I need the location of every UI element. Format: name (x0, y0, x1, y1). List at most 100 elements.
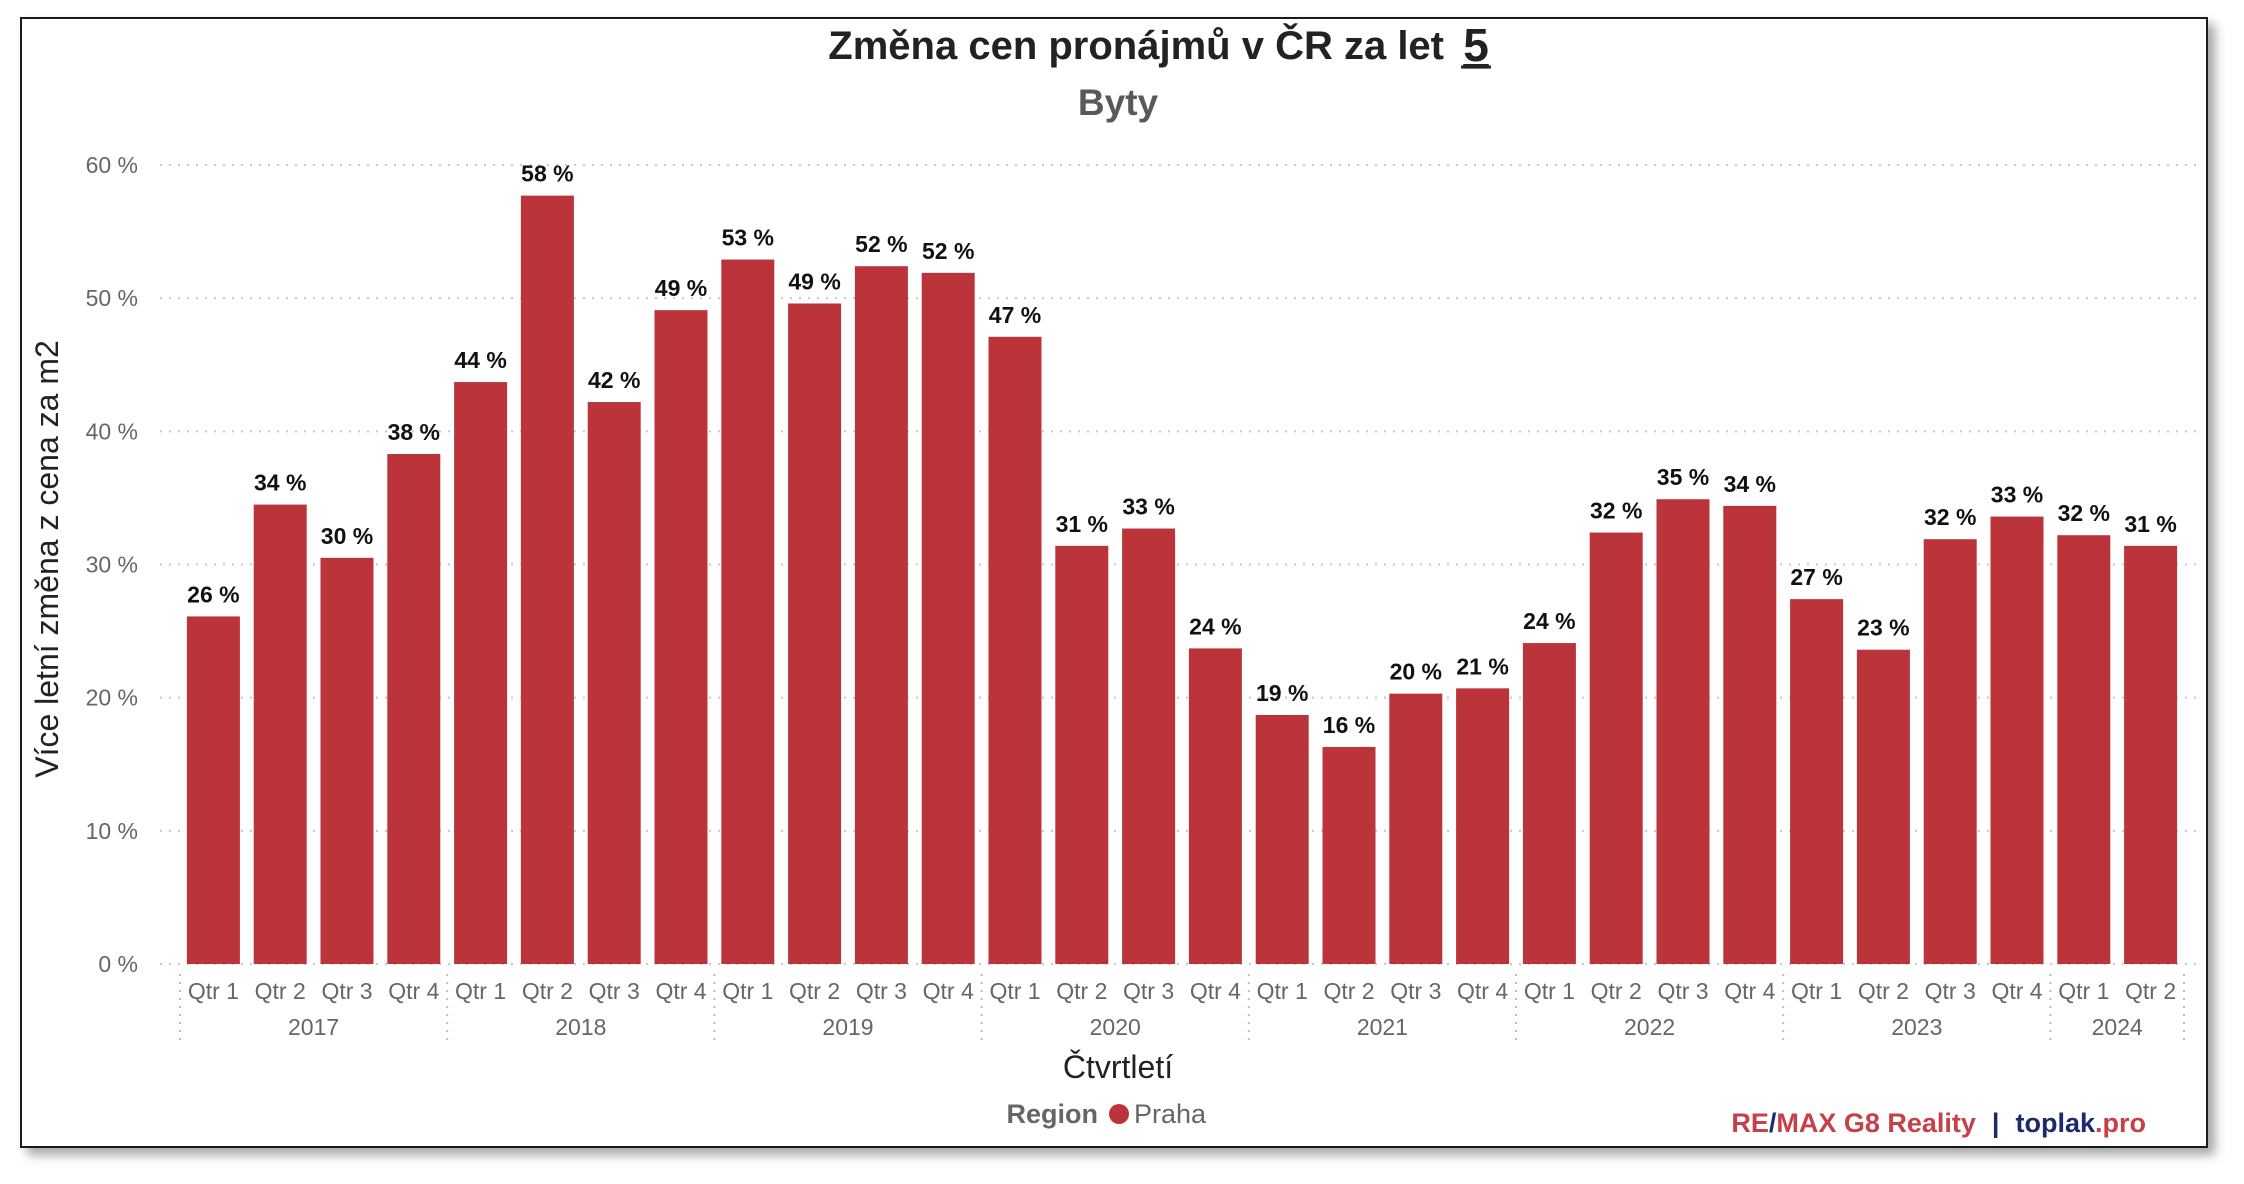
legend: Region Praha (1007, 1099, 1208, 1129)
x-tick-label: Qtr 4 (1991, 978, 2042, 1004)
x-tick-label: Qtr 1 (455, 978, 506, 1004)
legend-marker-praha (1109, 1104, 1129, 1124)
x-tick-label: Qtr 2 (789, 978, 840, 1004)
bar (854, 266, 908, 964)
data-label: 35 % (1657, 464, 1709, 490)
bar (186, 616, 240, 964)
bar (1389, 693, 1443, 964)
data-label: 32 % (1590, 498, 1642, 524)
data-label: 24 % (1523, 608, 1575, 634)
brand-separator: | (1992, 1108, 2000, 1138)
x-tick-label: Qtr 4 (1457, 978, 1508, 1004)
bar (654, 310, 708, 964)
x-year-label: 2022 (1624, 1014, 1675, 1040)
x-tick-label: Qtr 3 (1123, 978, 1174, 1004)
x-year-label: 2020 (1090, 1014, 1141, 1040)
bar (1122, 528, 1176, 964)
x-year-label: 2019 (822, 1014, 873, 1040)
bar (1055, 545, 1109, 964)
data-label: 24 % (1189, 613, 1241, 639)
y-tick-label: 30 % (86, 552, 138, 578)
x-tick-label: Qtr 4 (655, 978, 706, 1004)
y-tick-label: 40 % (86, 418, 138, 444)
data-label: 47 % (989, 302, 1041, 328)
x-year-label: 2017 (288, 1014, 339, 1040)
data-label: 21 % (1456, 653, 1508, 679)
data-label: 20 % (1390, 659, 1442, 685)
x-tick-label: Qtr 3 (1390, 978, 1441, 1004)
brand-slash: / (1769, 1108, 1777, 1138)
bar (387, 453, 441, 964)
bar (921, 272, 975, 964)
x-tick-label: Qtr 4 (923, 978, 974, 1004)
data-label: 23 % (1857, 615, 1909, 641)
data-label: 53 % (722, 225, 774, 251)
data-label: 30 % (321, 523, 373, 549)
x-tick-label: Qtr 3 (1657, 978, 1708, 1004)
x-axis-label: Čtvrtletí (1063, 1049, 1173, 1085)
bar (988, 336, 1042, 964)
x-tick-label: Qtr 1 (188, 978, 239, 1004)
data-label: 33 % (1122, 494, 1174, 520)
data-label: 58 % (521, 161, 573, 187)
data-label: 31 % (1056, 511, 1108, 537)
bar (1656, 499, 1710, 964)
y-axis-label: Více letní změna z cena za m2 (29, 340, 65, 778)
data-label: 32 % (2058, 500, 2110, 526)
y-tick-label: 20 % (86, 685, 138, 711)
bar (1522, 643, 1576, 964)
data-label: 34 % (1724, 471, 1776, 497)
bar (1723, 505, 1777, 964)
x-tick-label: Qtr 1 (989, 978, 1040, 1004)
x-tick-label: Qtr 2 (1591, 978, 1642, 1004)
x-tick-label: Qtr 2 (255, 978, 306, 1004)
branding: RE/MAX G8 Reality | toplak.pro (1731, 1108, 2146, 1138)
x-year-label: 2021 (1357, 1014, 1408, 1040)
chart-title: Změna cen pronájmů v ČR za let (828, 22, 1444, 68)
data-label: 44 % (454, 347, 506, 373)
y-tick-label: 60 % (86, 152, 138, 178)
data-label: 52 % (855, 231, 907, 257)
chart-title-number: 5 (1463, 19, 1489, 71)
bars (186, 195, 2178, 965)
brand-toplak-tld: .pro (2095, 1108, 2146, 1138)
x-tick-label: Qtr 2 (1858, 978, 1909, 1004)
x-tick-label: Qtr 1 (2058, 978, 2109, 1004)
y-tick-label: 0 % (98, 951, 138, 977)
x-tick-label: Qtr 2 (1056, 978, 1107, 1004)
bar (1856, 649, 1910, 964)
x-tick-label: Qtr 3 (589, 978, 640, 1004)
x-tick-label: Qtr 4 (1190, 978, 1241, 1004)
bar (587, 402, 641, 965)
data-label: 49 % (655, 275, 707, 301)
bar (788, 303, 842, 964)
x-tick-label: Qtr 2 (1323, 978, 1374, 1004)
data-labels: 26 % 34 % 30 % 38 % 44 % 58 % 42 % 49 % 53 % 49 %… (187, 161, 2177, 738)
legend-item-praha: Praha (1134, 1099, 1207, 1129)
chart-frame: Změna cen pronájmů v ČR za let 5 Byty 0 … (20, 17, 2208, 1148)
bar (1456, 688, 1510, 964)
x-tick-label: Qtr 3 (856, 978, 907, 1004)
data-label: 49 % (788, 268, 840, 294)
bar (721, 259, 775, 964)
data-label: 38 % (388, 419, 440, 445)
data-label: 26 % (187, 581, 239, 607)
bar (1589, 532, 1643, 964)
bar (1255, 714, 1309, 964)
x-tick-label: Qtr 2 (2125, 978, 2176, 1004)
x-year-label: 2018 (555, 1014, 606, 1040)
x-tick-label: Qtr 3 (1925, 978, 1976, 1004)
data-label: 27 % (1790, 564, 1842, 590)
data-label: 33 % (1991, 482, 2043, 508)
bar (1322, 746, 1376, 964)
data-label: 19 % (1256, 680, 1308, 706)
chart-subtitle: Byty (1078, 82, 1159, 123)
y-tick-label: 10 % (86, 818, 138, 844)
x-axis-years: 2017 2018 2019 2020 2021 2022 2023 2024 (179, 974, 2185, 1044)
x-tick-label: Qtr 2 (522, 978, 573, 1004)
legend-title: Region (1007, 1099, 1099, 1129)
x-year-label: 2024 (2092, 1014, 2143, 1040)
bar (1188, 648, 1242, 964)
x-tick-label: Qtr 1 (1524, 978, 1575, 1004)
bar (320, 557, 374, 964)
